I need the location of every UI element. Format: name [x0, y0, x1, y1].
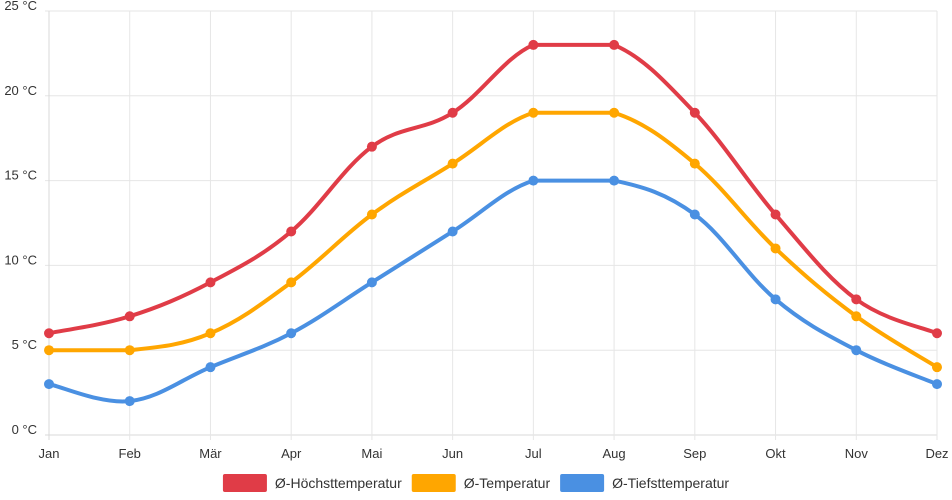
x-tick-label: Dez — [925, 446, 948, 461]
data-point[interactable] — [770, 294, 781, 305]
data-point[interactable] — [528, 175, 539, 186]
y-tick-label: 25 °C — [4, 0, 37, 13]
data-point[interactable] — [44, 379, 54, 390]
x-tick-label: Apr — [281, 446, 302, 461]
data-point[interactable] — [609, 175, 620, 186]
data-point[interactable] — [366, 141, 377, 152]
legend-swatch — [411, 474, 456, 492]
x-tick-label: Sep — [683, 446, 706, 461]
x-tick-label: Jan — [39, 446, 60, 461]
data-point[interactable] — [286, 328, 297, 339]
y-tick-label: 20 °C — [4, 83, 37, 98]
x-tick-label: Mär — [199, 446, 222, 461]
y-tick-label: 10 °C — [4, 252, 37, 267]
y-tick-label: 15 °C — [4, 168, 37, 183]
legend-item[interactable]: Ø-Höchsttemperatur — [222, 474, 402, 492]
x-tick-label: Okt — [765, 446, 786, 461]
series-line — [47, 178, 939, 404]
data-point[interactable] — [447, 226, 458, 237]
data-point[interactable] — [205, 328, 216, 339]
data-point[interactable] — [447, 107, 458, 118]
legend-swatch — [222, 474, 267, 492]
data-point[interactable] — [932, 362, 942, 373]
data-point[interactable] — [205, 362, 216, 373]
data-point[interactable] — [609, 107, 620, 118]
data-point[interactable] — [528, 107, 539, 118]
data-point[interactable] — [286, 226, 297, 237]
data-point[interactable] — [689, 158, 700, 169]
series-group — [44, 39, 942, 407]
series-2 — [44, 107, 942, 373]
series-line — [47, 110, 939, 370]
series-line — [47, 42, 939, 336]
grid — [45, 10, 938, 440]
data-point[interactable] — [851, 294, 862, 305]
legend-label: Ø-Tiefsttemperatur — [612, 475, 729, 491]
data-point[interactable] — [689, 209, 700, 220]
legend-label: Ø-Temperatur — [464, 475, 551, 491]
data-point[interactable] — [851, 311, 862, 322]
y-tick-label: 0 °C — [12, 422, 37, 437]
data-point[interactable] — [366, 209, 377, 220]
data-point[interactable] — [770, 243, 781, 254]
data-point[interactable] — [366, 277, 377, 288]
x-tick-label: Aug — [603, 446, 626, 461]
data-point[interactable] — [528, 39, 539, 50]
x-tick-label: Jun — [442, 446, 463, 461]
series-3 — [44, 175, 942, 407]
y-tick-label: 5 °C — [12, 337, 37, 352]
legend-swatch — [560, 474, 605, 492]
data-point[interactable] — [205, 277, 216, 288]
data-point[interactable] — [124, 396, 135, 407]
x-tick-label: Nov — [845, 446, 869, 461]
data-point[interactable] — [770, 209, 781, 220]
x-axis: Jan Feb Mär Apr Mai Jun Jul Aug Sep Okt Nov Dez — [39, 446, 949, 461]
legend-label: Ø-Höchsttemperatur — [275, 475, 402, 491]
data-point[interactable] — [124, 311, 135, 322]
y-axis: 0 °C 5 °C 10 °C 15 °C 20 °C 25 °C — [4, 0, 37, 437]
data-point[interactable] — [286, 277, 297, 288]
data-point[interactable] — [689, 107, 700, 118]
data-point[interactable] — [932, 379, 942, 390]
legend-item[interactable]: Ø-Temperatur — [411, 474, 551, 492]
x-tick-label: Mai — [361, 446, 382, 461]
data-point[interactable] — [44, 345, 54, 356]
data-point[interactable] — [609, 39, 620, 50]
x-tick-label: Jul — [525, 446, 542, 461]
data-point[interactable] — [851, 345, 862, 356]
x-tick-label: Feb — [119, 446, 141, 461]
data-point[interactable] — [124, 345, 135, 356]
data-point[interactable] — [44, 328, 54, 339]
data-point[interactable] — [447, 158, 458, 169]
legend: Ø-Höchsttemperatur Ø-Temperatur Ø-Tiefstte… — [222, 474, 729, 492]
legend-item[interactable]: Ø-Tiefsttemperatur — [560, 474, 729, 492]
series-1 — [44, 39, 942, 339]
data-point[interactable] — [932, 328, 942, 339]
